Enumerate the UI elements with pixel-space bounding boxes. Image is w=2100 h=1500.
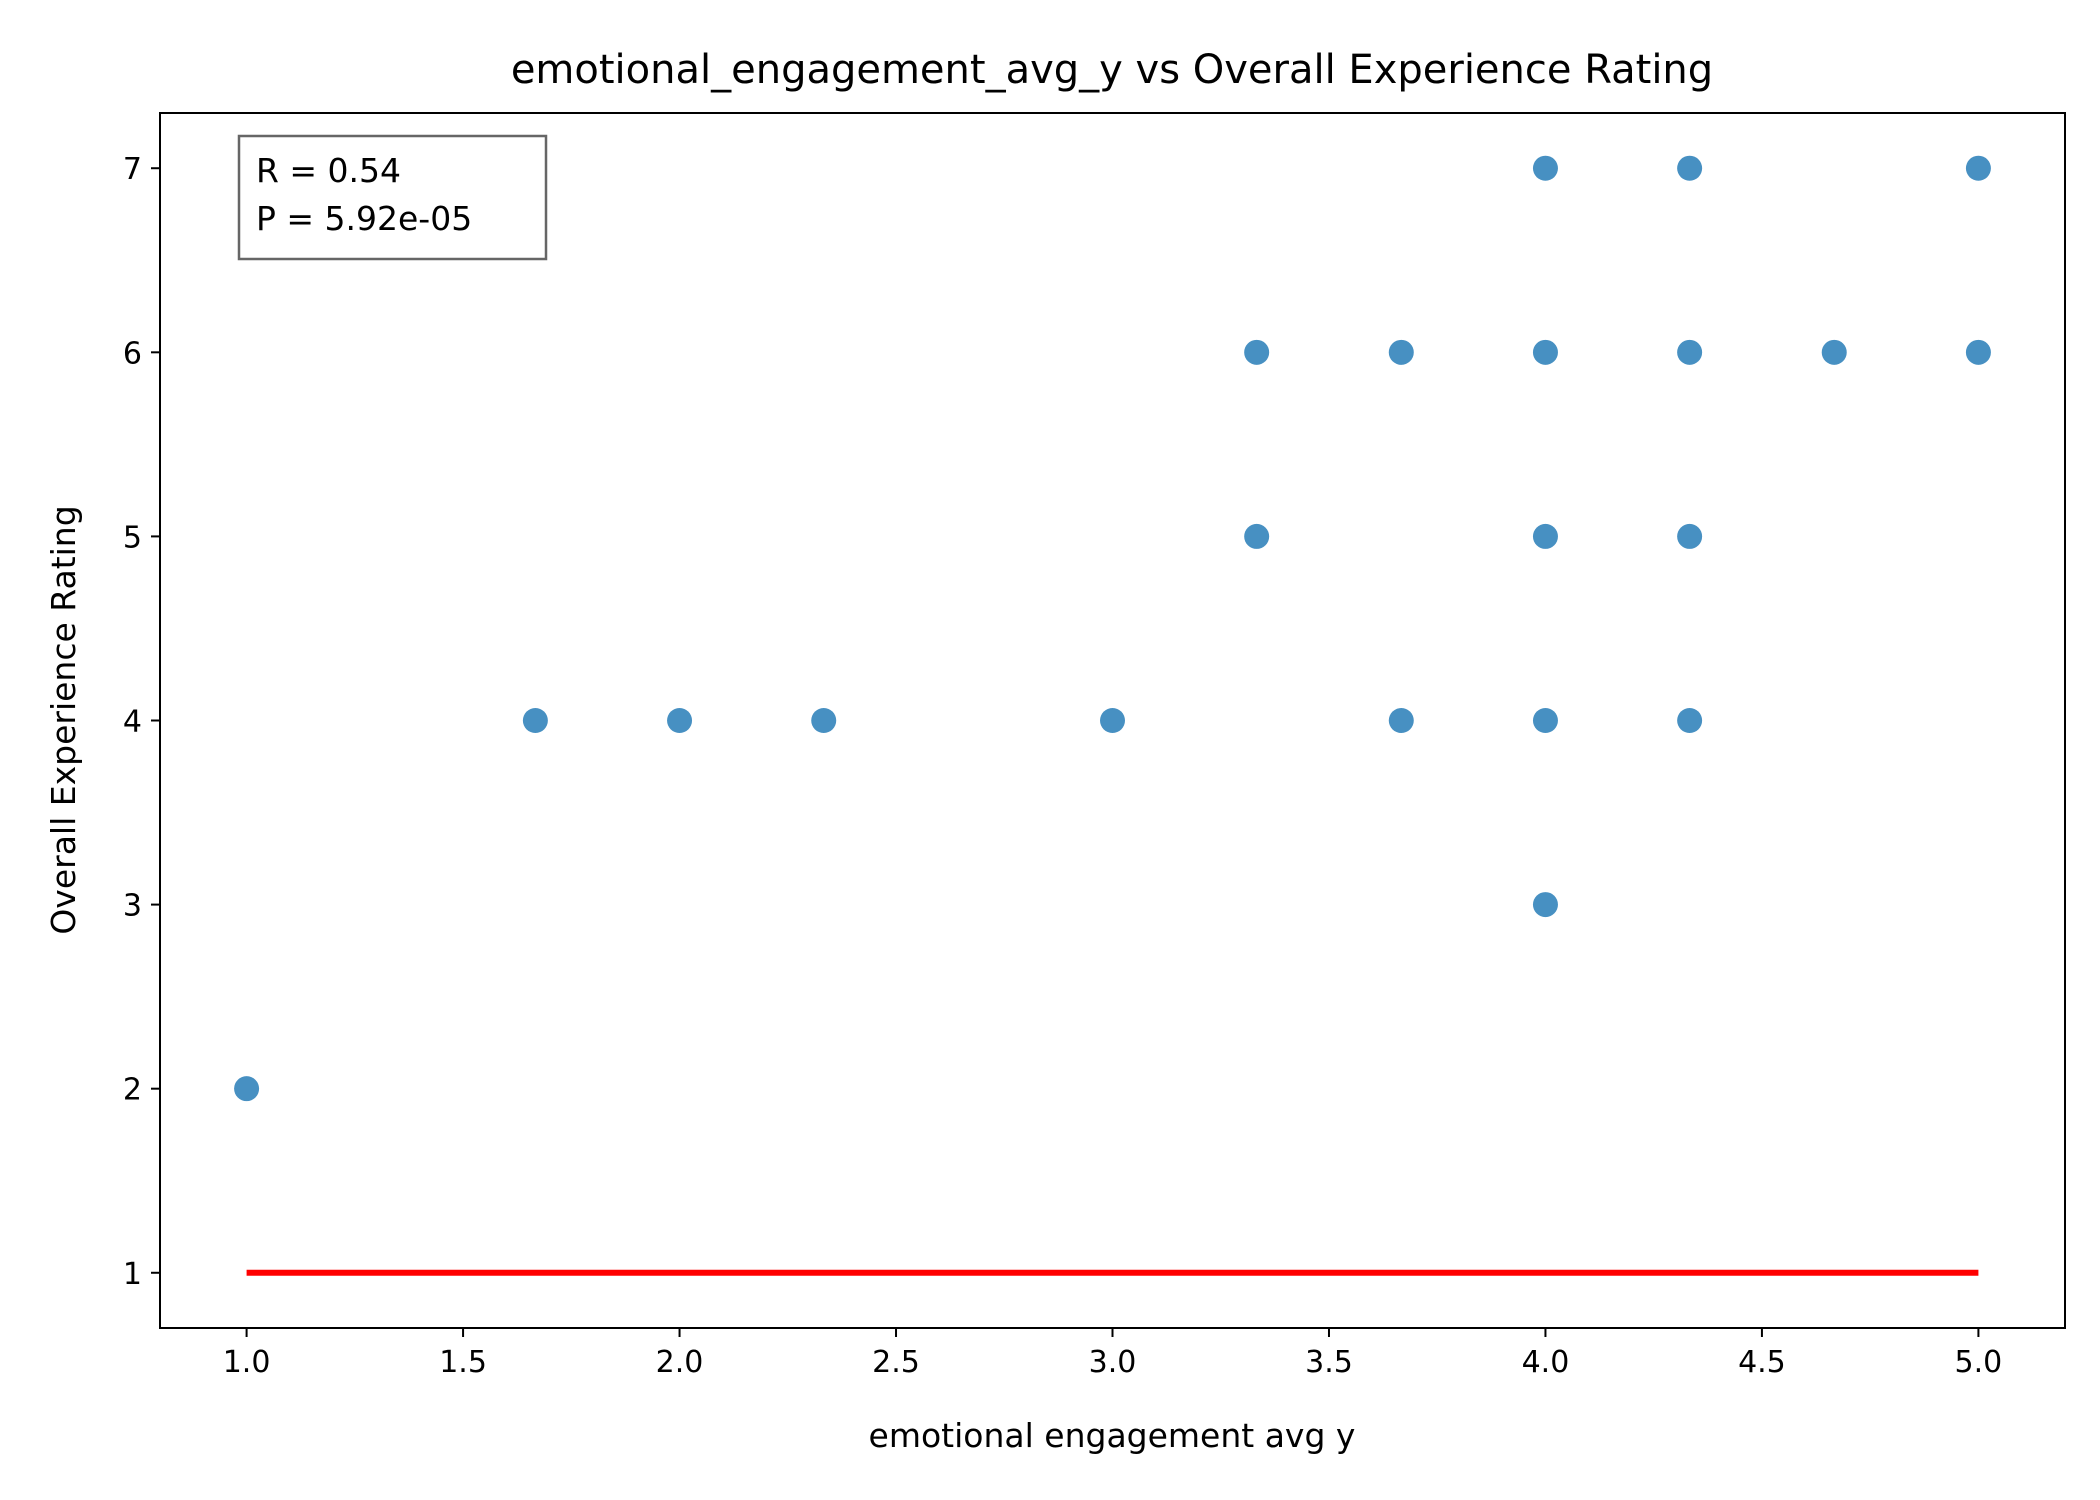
y-tick-label-0: 1 [123, 1257, 142, 1292]
x-tick-label-3: 2.5 [872, 1345, 920, 1380]
data-point-17 [1677, 708, 1703, 733]
annotation-r-value: R = 0.54 [256, 151, 401, 190]
data-point-0 [234, 1076, 260, 1102]
x-tick-label-1: 1.5 [439, 1345, 487, 1380]
data-point-20 [1965, 339, 1991, 365]
stats-annotation-box [237, 134, 548, 261]
data-point-11 [1532, 523, 1558, 549]
data-point-6 [1244, 523, 1270, 549]
stats-annotation: R = 0.54 P = 5.92e-05 [237, 134, 548, 261]
chart-title: emotional_engagement_avg_y vs Overall Ex… [511, 47, 1713, 93]
data-point-8 [1388, 708, 1414, 733]
y-ticks: 1 2 3 4 5 6 7 [123, 152, 160, 1292]
annotation-p-value: P = 5.92e-05 [256, 199, 472, 238]
y-tick-label-1: 2 [123, 1073, 142, 1108]
x-tick-label-0: 1.0 [223, 1345, 271, 1380]
x-tick-label-4: 3.0 [1089, 1345, 1137, 1380]
data-point-2 [667, 708, 693, 733]
data-point-10 [1532, 339, 1558, 365]
y-tick-label-4: 5 [123, 520, 142, 555]
data-point-14 [1677, 155, 1703, 181]
x-ticks: 1.0 1.5 2.0 2.5 3.0 3.5 4.0 4.5 5.0 [223, 1328, 2003, 1380]
data-point-19 [1965, 155, 1991, 181]
y-tick-label-3: 4 [123, 705, 142, 740]
y-tick-label-2: 3 [123, 889, 142, 924]
y-tick-label-6: 7 [123, 152, 142, 187]
x-tick-label-6: 4.0 [1522, 1345, 1570, 1380]
data-point-16 [1677, 523, 1703, 549]
data-point-9 [1532, 155, 1558, 181]
x-tick-label-8: 5.0 [1955, 1345, 2003, 1380]
data-point-3 [811, 708, 837, 733]
data-point-4 [1100, 708, 1125, 733]
data-point-15 [1677, 339, 1703, 365]
x-axis-label: emotional engagement avg y [869, 1416, 1356, 1455]
data-point-7 [1388, 339, 1414, 365]
data-point-5 [1244, 339, 1270, 365]
x-tick-label-2: 2.0 [656, 1345, 704, 1380]
points-layer [234, 155, 1991, 1102]
y-axis-label: Overall Experience Rating [44, 505, 83, 934]
data-point-12 [1532, 708, 1558, 733]
x-tick-label-5: 3.5 [1305, 1345, 1353, 1380]
data-point-18 [1821, 339, 1847, 365]
x-tick-label-7: 4.5 [1738, 1345, 1786, 1380]
data-point-1 [522, 708, 548, 733]
data-point-13 [1532, 892, 1558, 918]
y-tick-label-5: 6 [123, 336, 142, 371]
